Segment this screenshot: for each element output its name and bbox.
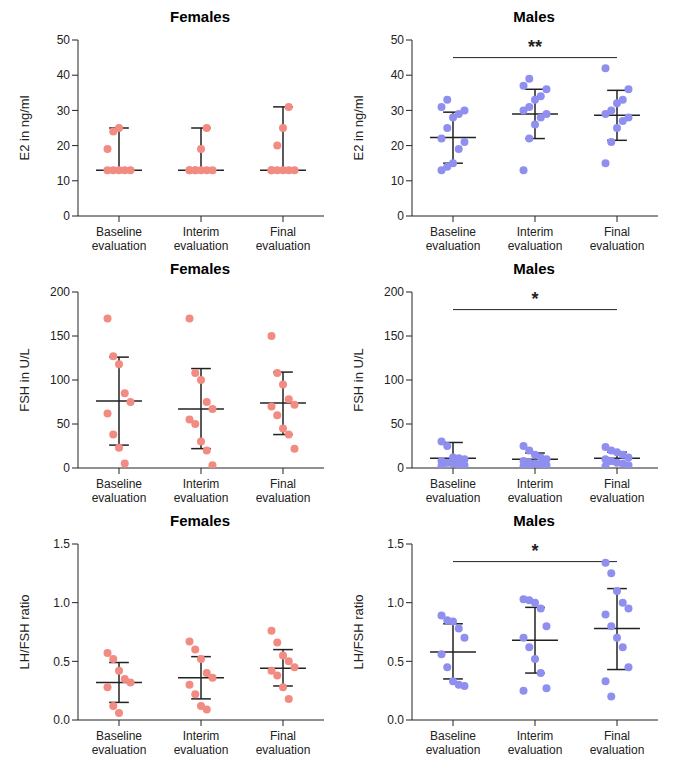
svg-text:200: 200 — [384, 285, 404, 299]
html-text:Females: Females — [170, 512, 230, 529]
svg-text:0.0: 0.0 — [387, 713, 404, 727]
svg-text:150: 150 — [50, 329, 70, 343]
svg-text:Baselineevaluation: Baselineevaluation — [426, 477, 481, 505]
svg-text:Baselineevaluation: Baselineevaluation — [92, 225, 147, 253]
svg-text:*: * — [531, 541, 538, 561]
svg-text:Interimevaluation: Interimevaluation — [174, 225, 229, 253]
svg-text:Interimevaluation: Interimevaluation — [508, 477, 563, 505]
svg-text:30: 30 — [391, 104, 405, 118]
svg-text:E2 in ng/ml: E2 in ng/ml — [351, 95, 366, 160]
svg-text:Finalevaluation: Finalevaluation — [590, 225, 645, 253]
svg-text:1.5: 1.5 — [53, 537, 70, 551]
svg-text:LH/FSH ratio: LH/FSH ratio — [17, 594, 32, 669]
svg-text:50: 50 — [57, 33, 71, 47]
svg-text:Finalevaluation: Finalevaluation — [590, 729, 645, 757]
svg-text:Finalevaluation: Finalevaluation — [590, 477, 645, 505]
svg-text:1.5: 1.5 — [387, 537, 404, 551]
svg-text:40: 40 — [391, 68, 405, 82]
svg-text:0: 0 — [397, 209, 404, 223]
svg-text:Finalevaluation: Finalevaluation — [256, 225, 311, 253]
svg-text:20: 20 — [391, 139, 405, 153]
svg-text:20: 20 — [57, 139, 71, 153]
html-text:Males: Males — [513, 8, 555, 25]
svg-text:Finalevaluation: Finalevaluation — [256, 477, 311, 505]
svg-text:Finalevaluation: Finalevaluation — [256, 729, 311, 757]
svg-text:FSH in U/L: FSH in U/L — [351, 348, 366, 412]
html-text:Males: Males — [513, 260, 555, 277]
svg-text:LH/FSH ratio: LH/FSH ratio — [351, 594, 366, 669]
svg-text:0.5: 0.5 — [387, 655, 404, 669]
svg-text:0: 0 — [63, 209, 70, 223]
svg-text:E2 in ng/ml: E2 in ng/ml — [17, 95, 32, 160]
html-text:Females: Females — [170, 8, 230, 25]
svg-text:0.0: 0.0 — [53, 713, 70, 727]
html-text:Females: Females — [170, 260, 230, 277]
svg-text:100: 100 — [50, 373, 70, 387]
svg-text:10: 10 — [391, 174, 405, 188]
svg-text:Baselineevaluation: Baselineevaluation — [92, 477, 147, 505]
svg-text:Baselineevaluation: Baselineevaluation — [426, 729, 481, 757]
svg-text:Interimevaluation: Interimevaluation — [508, 729, 563, 757]
svg-text:100: 100 — [384, 373, 404, 387]
svg-text:150: 150 — [384, 329, 404, 343]
svg-text:Interimevaluation: Interimevaluation — [508, 225, 563, 253]
svg-text:Baselineevaluation: Baselineevaluation — [426, 225, 481, 253]
svg-text:Interimevaluation: Interimevaluation — [174, 477, 229, 505]
html-text:Males: Males — [513, 512, 555, 529]
svg-text:50: 50 — [57, 417, 71, 431]
svg-text:0: 0 — [397, 461, 404, 475]
svg-text:0.5: 0.5 — [53, 655, 70, 669]
svg-text:10: 10 — [57, 174, 71, 188]
svg-text:Baselineevaluation: Baselineevaluation — [92, 729, 147, 757]
svg-text:FSH in U/L: FSH in U/L — [17, 348, 32, 412]
svg-text:30: 30 — [57, 104, 71, 118]
svg-text:0: 0 — [63, 461, 70, 475]
svg-text:**: ** — [528, 37, 542, 57]
svg-text:1.0: 1.0 — [53, 596, 70, 610]
svg-text:50: 50 — [391, 33, 405, 47]
svg-text:40: 40 — [57, 68, 71, 82]
svg-text:*: * — [531, 289, 538, 309]
svg-text:200: 200 — [50, 285, 70, 299]
svg-text:1.0: 1.0 — [387, 596, 404, 610]
svg-text:Interimevaluation: Interimevaluation — [174, 729, 229, 757]
svg-text:50: 50 — [391, 417, 405, 431]
